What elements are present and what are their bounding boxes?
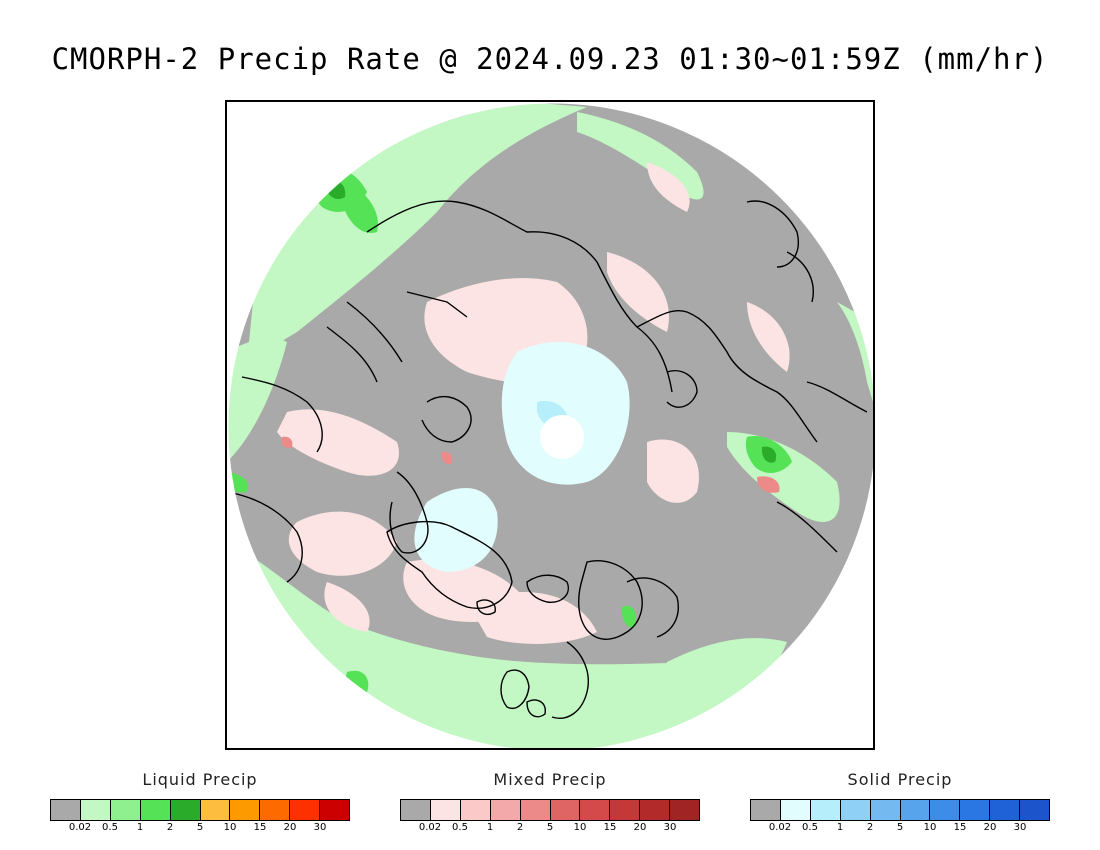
legend-ticks-liquid: 0.02 0.5 1 2 5 10 15 20 30 xyxy=(50,822,350,836)
legend-tick-label: 1 xyxy=(486,822,494,833)
legend-tick-label: 15 xyxy=(253,822,267,833)
legend-swatch xyxy=(640,800,671,820)
legend-tick-label: 0.5 xyxy=(452,822,468,833)
legend-tick-label: 20 xyxy=(283,822,297,833)
legend-tick-label: 2 xyxy=(516,822,524,833)
polar-map[interactable] xyxy=(225,100,875,750)
legend-swatch xyxy=(170,800,201,820)
legend-tick-label: 10 xyxy=(573,822,587,833)
legend-tick-label: 5 xyxy=(196,822,204,833)
legend-swatch xyxy=(290,800,321,820)
legend-mixed: Mixed Precip 0.02 0.5 1 2 5 10 15 20 30 xyxy=(400,770,700,836)
legend-swatch xyxy=(200,800,231,820)
legend-swatch xyxy=(840,800,871,820)
legend-tick-label: 2 xyxy=(866,822,874,833)
legend-swatch xyxy=(401,800,431,820)
legend-swatch xyxy=(110,800,141,820)
legend-tick-label: 30 xyxy=(663,822,677,833)
legend-tick-label: 10 xyxy=(923,822,937,833)
legend-title-solid: Solid Precip xyxy=(847,770,953,789)
legend-swatch xyxy=(870,800,901,820)
legend-tick-label: 5 xyxy=(546,822,554,833)
legend-swatch xyxy=(990,800,1021,820)
legend-swatch xyxy=(550,800,581,820)
legend-tick-label: 0.5 xyxy=(802,822,818,833)
legend-tick-label: 1 xyxy=(836,822,844,833)
legend-liquid: Liquid Precip 0.02 0.5 1 2 5 10 15 20 30 xyxy=(50,770,350,836)
legend-swatch xyxy=(230,800,261,820)
legend-swatch xyxy=(930,800,961,820)
legend-tick-label: 5 xyxy=(896,822,904,833)
legend-swatch xyxy=(751,800,781,820)
legend-swatch xyxy=(780,800,811,820)
legend-bar-solid xyxy=(750,799,1050,821)
legend-tick-label: 20 xyxy=(633,822,647,833)
legend-title-liquid: Liquid Precip xyxy=(142,770,258,789)
legend-swatch xyxy=(80,800,111,820)
legend-swatch xyxy=(610,800,641,820)
chart-title: CMORPH-2 Precip Rate @ 2024.09.23 01:30~… xyxy=(51,42,1049,76)
legend-swatch xyxy=(1020,800,1050,820)
legend-tick-label: 2 xyxy=(166,822,174,833)
legend-tick-label: 15 xyxy=(953,822,967,833)
legend-tick-label: 30 xyxy=(1013,822,1027,833)
legend-swatch xyxy=(490,800,521,820)
legend-swatch xyxy=(140,800,171,820)
coastlines xyxy=(228,200,868,719)
legend-swatch xyxy=(430,800,461,820)
legend-title-mixed: Mixed Precip xyxy=(493,770,607,789)
legend-tick-label: 1 xyxy=(136,822,144,833)
legend-tick-label: 30 xyxy=(313,822,327,833)
mixed-precip-moderate xyxy=(281,436,780,493)
legend-swatch xyxy=(460,800,491,820)
legend-swatch xyxy=(810,800,841,820)
map-disc-edge xyxy=(227,102,873,748)
legend-swatch xyxy=(670,800,700,820)
legend-bar-liquid xyxy=(50,799,350,821)
precip-map-canvas xyxy=(227,102,873,748)
legend-swatch xyxy=(51,800,81,820)
legend-swatch xyxy=(580,800,611,820)
legend-solid: Solid Precip 0.02 0.5 1 2 5 10 15 20 30 xyxy=(750,770,1050,836)
legend-tick-label: 10 xyxy=(223,822,237,833)
legend-swatch xyxy=(260,800,291,820)
legend-tick-label: 0.02 xyxy=(418,822,442,833)
legend-tick-label: 0.02 xyxy=(768,822,792,833)
legend-tick-label: 20 xyxy=(983,822,997,833)
legend-swatch xyxy=(520,800,551,820)
legend-ticks-mixed: 0.02 0.5 1 2 5 10 15 20 30 xyxy=(400,822,700,836)
legend-ticks-solid: 0.02 0.5 1 2 5 10 15 20 30 xyxy=(750,822,1050,836)
legend-bar-mixed xyxy=(400,799,700,821)
legend-swatch xyxy=(960,800,991,820)
legend-swatch xyxy=(900,800,931,820)
legend-swatch xyxy=(320,800,350,820)
legend-tick-label: 0.5 xyxy=(102,822,118,833)
legend-tick-label: 0.02 xyxy=(68,822,92,833)
mixed-precip-regions xyxy=(277,162,790,644)
legend-tick-label: 15 xyxy=(603,822,617,833)
pole-data-gap xyxy=(540,415,584,459)
